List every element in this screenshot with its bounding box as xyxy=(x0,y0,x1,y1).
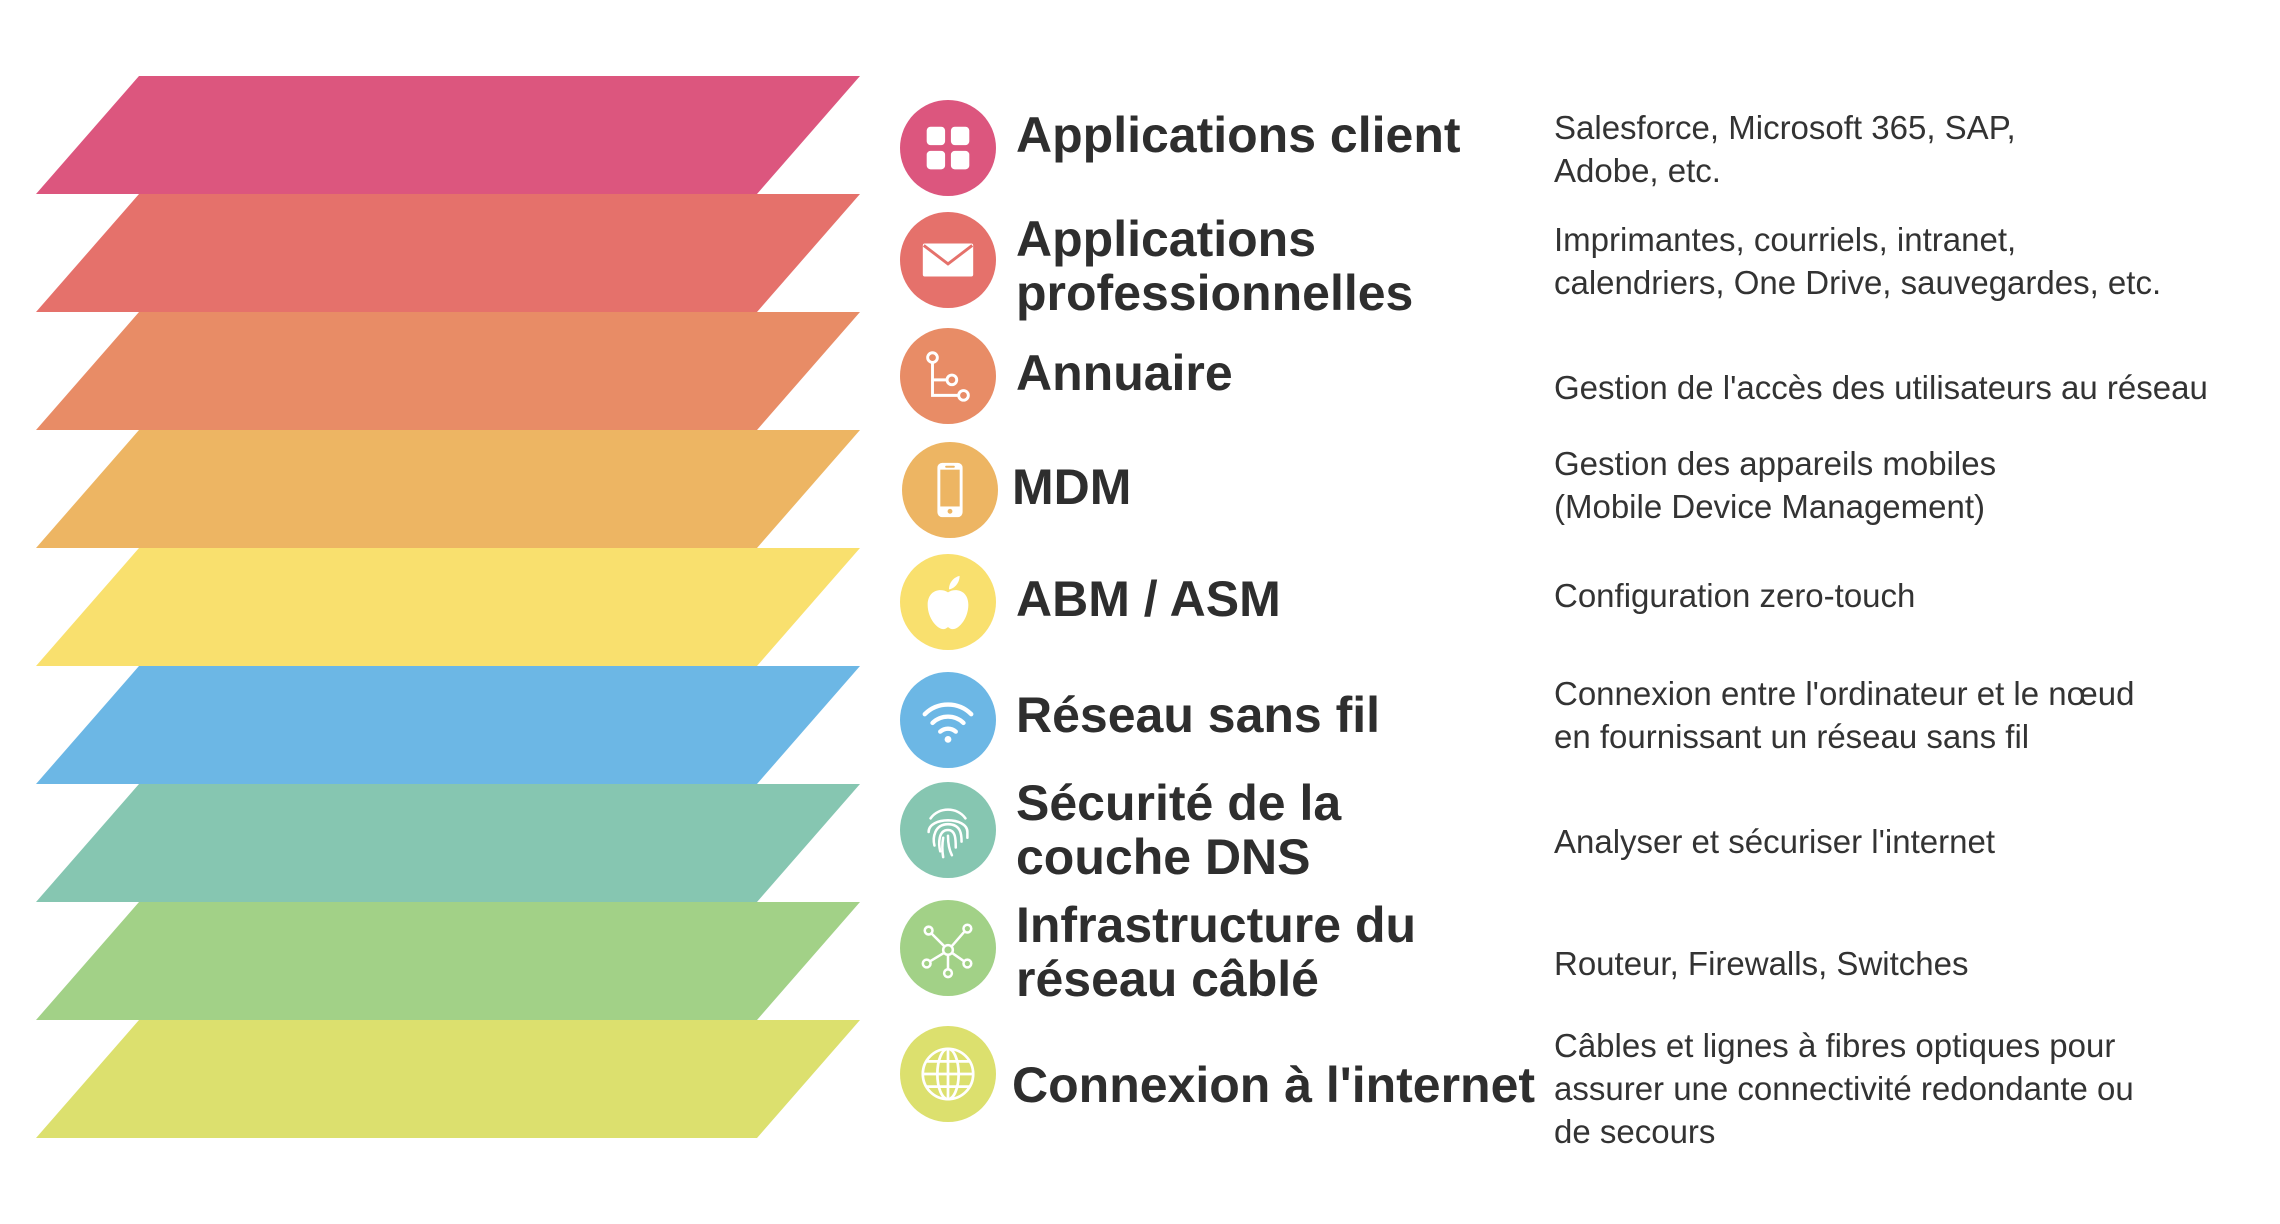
fingerprint-icon xyxy=(900,782,996,878)
layer-description-line: Adobe, etc. xyxy=(1554,152,1721,189)
layer-title-line: réseau câblé xyxy=(1016,951,1319,1007)
stack-layer xyxy=(36,902,860,1020)
globe-icon xyxy=(900,1026,996,1122)
layer-title-line: ABM / ASM xyxy=(1016,571,1281,627)
layer-description: Imprimantes, courriels, intranet, calendr… xyxy=(1554,218,2161,304)
layer-title: Connexion à l'internet xyxy=(1012,1058,1535,1112)
layer-title: Applications professionnelles xyxy=(1016,212,1413,320)
layer-description-line: Gestion des appareils mobiles xyxy=(1554,445,1997,482)
layer-description-line: Gestion de l'accès des utilisateurs au r… xyxy=(1554,369,2208,406)
layer-title: ABM / ASM xyxy=(1016,572,1281,626)
layer-stack xyxy=(0,0,880,1224)
layer-title-line: Infrastructure du xyxy=(1016,897,1417,953)
stack-layer xyxy=(36,784,860,902)
wifi-icon xyxy=(900,672,996,768)
layer-title-line: Applications xyxy=(1016,211,1317,267)
layer-title-line: Sécurité de la xyxy=(1016,775,1342,831)
stack-layer xyxy=(36,548,860,666)
layer-description-line: Câbles et lignes à fibres optiques pour xyxy=(1554,1027,2116,1064)
layer-description-line: assurer une connectivité redondante ou xyxy=(1554,1070,2134,1107)
layer-title: Applications client xyxy=(1016,108,1461,162)
layer-description-line: Connexion entre l'ordinateur et le nœud xyxy=(1554,675,2135,712)
stack-layer xyxy=(36,1020,860,1138)
layer-title: MDM xyxy=(1012,460,1131,514)
stack-layer xyxy=(36,430,860,548)
layer-title: Sécurité de la couche DNS xyxy=(1016,776,1341,884)
layer-description: Gestion de l'accès des utilisateurs au r… xyxy=(1554,366,2208,409)
layer-title-line: Applications client xyxy=(1016,107,1461,163)
smartphone-icon xyxy=(902,442,998,538)
layer-description-line: de secours xyxy=(1554,1113,1716,1150)
apple-icon xyxy=(900,554,996,650)
layer-description-line: Configuration zero-touch xyxy=(1554,577,1916,614)
envelope-icon xyxy=(900,212,996,308)
layer-description-line: Imprimantes, courriels, intranet, xyxy=(1554,221,2017,258)
network-nodes-icon xyxy=(900,900,996,996)
stack-layer xyxy=(36,194,860,312)
layer-description: Salesforce, Microsoft 365, SAP, Adobe, et… xyxy=(1554,106,2016,192)
layer-description-line: en fournissant un réseau sans fil xyxy=(1554,718,2030,755)
layer-title-line: Réseau sans fil xyxy=(1016,687,1381,743)
layer-description: Câbles et lignes à fibres optiques pour a… xyxy=(1554,1024,2134,1153)
layer-description-line: (Mobile Device Management) xyxy=(1554,488,1986,525)
layer-title: Réseau sans fil xyxy=(1016,688,1380,742)
layer-title-line: couche DNS xyxy=(1016,829,1311,885)
stack-layer xyxy=(36,76,860,194)
layer-title: Infrastructure du réseau câblé xyxy=(1016,898,1416,1006)
layer-description-line: calendriers, One Drive, sauvegardes, etc… xyxy=(1554,264,2162,301)
layer-title-line: professionnelles xyxy=(1016,265,1414,321)
layer-title-line: MDM xyxy=(1012,459,1132,515)
grid-icon xyxy=(900,100,996,196)
layer-title: Annuaire xyxy=(1016,346,1233,400)
layer-description: Routeur, Firewalls, Switches xyxy=(1554,942,1968,985)
layer-title-line: Connexion à l'internet xyxy=(1012,1057,1536,1113)
layer-description: Analyser et sécuriser l'internet xyxy=(1554,820,1995,863)
layer-description: Connexion entre l'ordinateur et le nœud e… xyxy=(1554,672,2134,758)
stack-layer xyxy=(36,666,860,784)
directory-tree-icon xyxy=(900,328,996,424)
layer-description-line: Routeur, Firewalls, Switches xyxy=(1554,945,1969,982)
layer-description: Gestion des appareils mobiles (Mobile Dev… xyxy=(1554,442,1996,528)
layer-description-line: Salesforce, Microsoft 365, SAP, xyxy=(1554,109,2016,146)
layer-title-line: Annuaire xyxy=(1016,345,1233,401)
layer-description-line: Analyser et sécuriser l'internet xyxy=(1554,823,1995,860)
layer-description: Configuration zero-touch xyxy=(1554,574,1915,617)
stack-layer xyxy=(36,312,860,430)
